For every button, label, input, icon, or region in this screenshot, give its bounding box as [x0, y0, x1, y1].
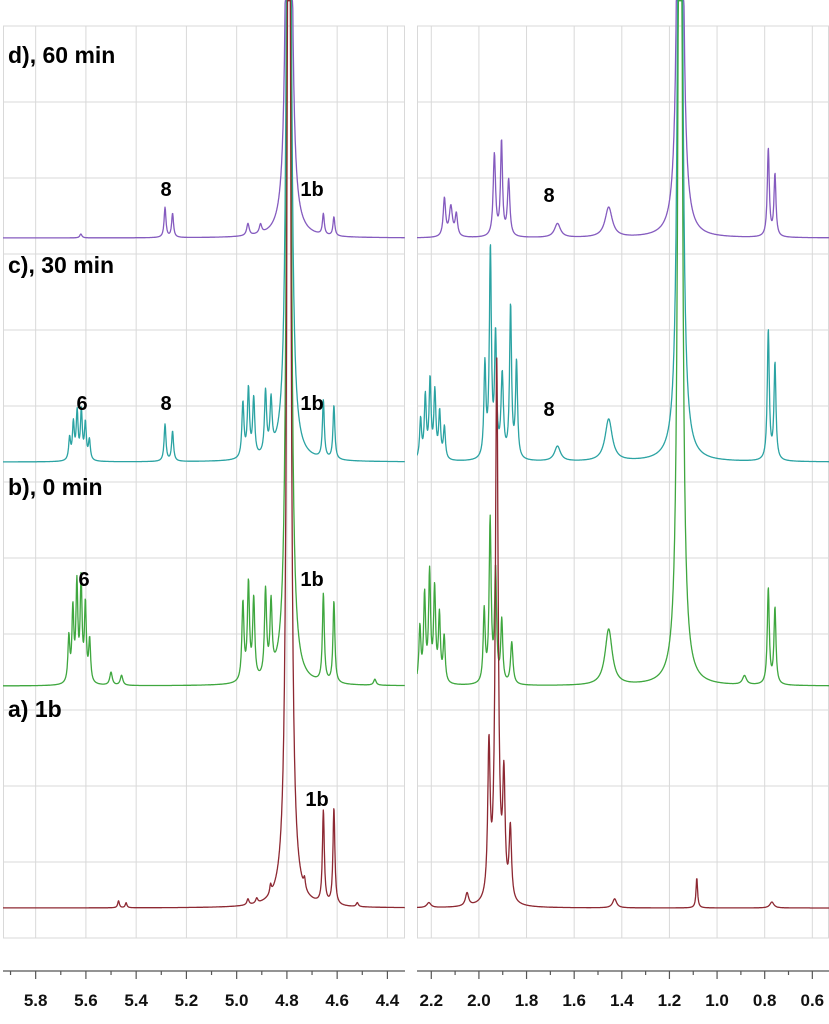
- x-axis-tick-label: 2.2: [419, 991, 443, 1010]
- spectrum-trace: [3, 0, 405, 239]
- spectrum-trace: [3, 0, 405, 463]
- x-axis-tick-label: 1.0: [705, 991, 729, 1010]
- spectrum-trace: [417, 0, 829, 687]
- row-label-c: c), 30 min: [8, 252, 115, 278]
- spectrum-trace: [417, 0, 829, 239]
- x-axis-tick-label: 1.4: [610, 991, 634, 1010]
- x-axis-tick-label: 4.8: [275, 991, 299, 1010]
- x-axis-tick-label: 4.6: [325, 991, 349, 1010]
- peak-label-8-d-left: 8: [160, 179, 172, 201]
- x-axis-tick-label: 0.8: [753, 991, 777, 1010]
- x-axis-tick-label: 1.2: [658, 991, 682, 1010]
- nmr-panel-right: 2.2 2.0 1.8 1.6 1.4 1.2 1.0 0.8 0.6: [417, 0, 829, 1010]
- spectrum-trace: [417, 357, 829, 909]
- x-axis-tick-label: 5.8: [24, 991, 48, 1010]
- row-label-a: a) 1b: [8, 696, 62, 722]
- row-label-b: b), 0 min: [8, 474, 103, 500]
- x-axis-tick-label: 0.6: [801, 991, 825, 1010]
- x-axis-tick-label: 1.6: [562, 991, 586, 1010]
- peak-label-6-c-left: 6: [76, 393, 88, 415]
- x-axis-tick-label: 5.4: [124, 991, 148, 1010]
- peak-label-8-c-right: 8: [543, 399, 555, 421]
- peak-label-6-b-left: 6: [78, 569, 90, 591]
- x-axis-tick-label: 5.0: [225, 991, 249, 1010]
- nmr-panel-left: 5.8 5.6 5.4 5.2 5.0 4.8 4.6 4.4: [3, 0, 405, 1010]
- spectrum-trace: [3, 0, 405, 687]
- peak-label-8-d-right: 8: [543, 185, 555, 207]
- peak-label-1b-c-left: 1b: [300, 393, 324, 415]
- row-label-d: d), 60 min: [8, 42, 116, 68]
- x-axis-tick-label: 1.8: [515, 991, 539, 1010]
- x-axis-tick-label: 4.4: [376, 991, 400, 1010]
- peak-label-1b-d-left: 1b: [300, 179, 324, 201]
- peak-label-1b-b-left: 1b: [300, 569, 324, 591]
- x-axis-tick-label: 5.2: [175, 991, 199, 1010]
- x-axis-tick-label: 5.6: [74, 991, 98, 1010]
- peak-label-8-c-left: 8: [160, 393, 172, 415]
- peak-label-1b-a-left: 1b: [305, 789, 329, 811]
- x-axis-tick-label: 2.0: [467, 991, 491, 1010]
- spectrum-trace: [3, 0, 405, 909]
- spectrum-trace: [417, 0, 829, 463]
